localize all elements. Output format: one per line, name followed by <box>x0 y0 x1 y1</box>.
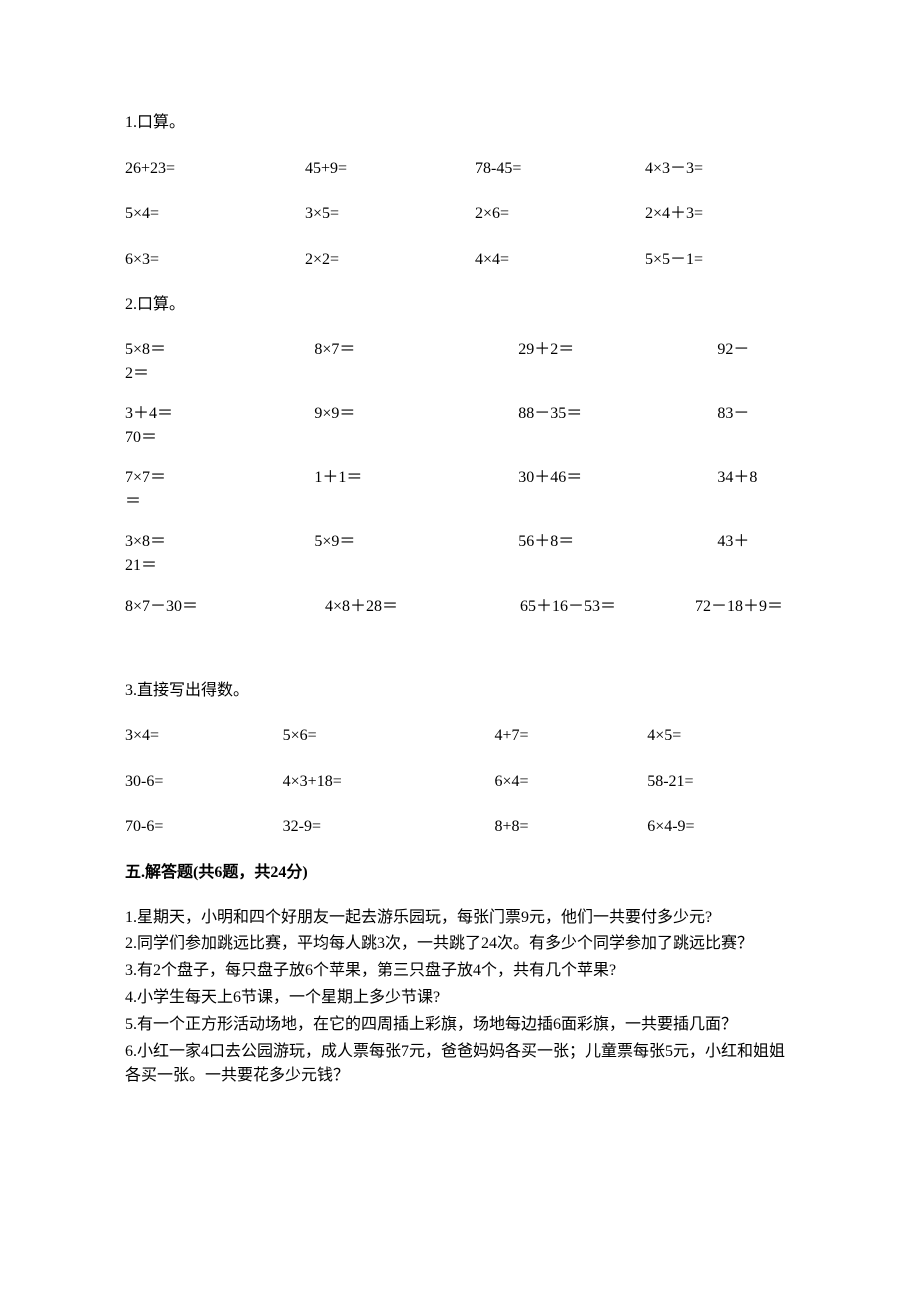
section5-title: 五.解答题(共6题，共24分) <box>125 860 795 886</box>
calc-cell: 56＋8＝ <box>518 530 717 554</box>
word-problem-6: 6.小红一家4口去公园游玩，成人票每张7元，爸爸妈妈各买一张；儿童票每张5元，小… <box>125 1040 795 1090</box>
calc-cell: 5×4= <box>125 201 305 227</box>
calc-cell: 29＋2＝ <box>518 338 717 362</box>
calc-cell: 3＋4＝ <box>125 402 314 426</box>
calc-cell: 3×4= <box>125 723 283 749</box>
calc-cell: 3×8＝ <box>125 530 314 554</box>
calc-cell: 72－18＋9＝ <box>695 594 815 620</box>
calc-cell: 4×5= <box>647 723 795 749</box>
calc-cell-wrap: 21＝ <box>125 554 795 578</box>
calc-cell: 30＋46＝ <box>518 466 717 490</box>
calc-cell: 92－ <box>717 338 795 362</box>
calc-cell: 34＋8 <box>717 466 795 490</box>
calc-cell: 4+7= <box>494 723 647 749</box>
word-problem-4: 4.小学生每天上6节课，一个星期上多少节课? <box>125 986 795 1011</box>
calc-cell: 45+9= <box>305 156 475 182</box>
section1-row-2: 6×3= 2×2= 4×4= 5×5－1= <box>125 247 795 273</box>
section2-last-row: 8×7－30＝ 4×8＋28＝ 65＋16－53＝ 72－18＋9＝ <box>125 594 795 620</box>
calc-cell: 4×8＋28＝ <box>325 594 520 620</box>
section3-row-1: 30-6= 4×3+18= 6×4= 58-21= <box>125 769 795 795</box>
calc-cell: 32-9= <box>283 814 495 840</box>
calc-cell: 26+23= <box>125 156 305 182</box>
calc-cell: 8+8= <box>494 814 647 840</box>
calc-cell: 30-6= <box>125 769 283 795</box>
calc-cell: 58-21= <box>647 769 795 795</box>
section3-row-0: 3×4= 5×6= 4+7= 4×5= <box>125 723 795 749</box>
section2-row-2: 7×7＝ 1＋1＝ 30＋46＝ 34＋8 ＝ <box>125 466 795 514</box>
section1-title: 1.口算。 <box>125 110 795 136</box>
calc-cell-wrap: 2＝ <box>125 362 795 386</box>
section3-row-2: 70-6= 32-9= 8+8= 6×4-9= <box>125 814 795 840</box>
calc-cell: 2×6= <box>475 201 645 227</box>
calc-cell-wrap: 70＝ <box>125 426 795 450</box>
section2-title: 2.口算。 <box>125 292 795 318</box>
calc-cell: 6×4= <box>494 769 647 795</box>
calc-cell: 2×4＋3= <box>645 201 805 227</box>
calc-cell: 88－35＝ <box>518 402 717 426</box>
calc-cell: 8×7＝ <box>314 338 518 362</box>
calc-cell: 3×5= <box>305 201 475 227</box>
word-problem-3: 3.有2个盘子，每只盘子放6个苹果，第三只盘子放4个，共有几个苹果? <box>125 959 795 984</box>
calc-cell: 1＋1＝ <box>314 466 518 490</box>
section2-row-1: 3＋4＝ 9×9＝ 88－35＝ 83－ 70＝ <box>125 402 795 450</box>
section1-row-0: 26+23= 45+9= 78-45= 4×3－3= <box>125 156 795 182</box>
calc-cell: 2×2= <box>305 247 475 273</box>
calc-cell: 43＋ <box>717 530 795 554</box>
calc-cell: 4×4= <box>475 247 645 273</box>
calc-cell: 5×6= <box>283 723 495 749</box>
calc-cell: 7×7＝ <box>125 466 314 490</box>
calc-cell: 9×9＝ <box>314 402 518 426</box>
section1-row-1: 5×4= 3×5= 2×6= 2×4＋3= <box>125 201 795 227</box>
calc-cell: 83－ <box>717 402 795 426</box>
calc-cell: 6×4-9= <box>647 814 795 840</box>
calc-cell: 65＋16－53＝ <box>520 594 695 620</box>
calc-cell: 5×8＝ <box>125 338 314 362</box>
calc-cell: 70-6= <box>125 814 283 840</box>
word-problem-1: 1.星期天，小明和四个好朋友一起去游乐园玩，每张门票9元，他们一共要付多少元? <box>125 906 795 931</box>
calc-cell: 4×3－3= <box>645 156 805 182</box>
calc-cell: 5×5－1= <box>645 247 805 273</box>
calc-cell: 6×3= <box>125 247 305 273</box>
word-problem-5: 5.有一个正方形活动场地，在它的四周插上彩旗，场地每边插6面彩旗，一共要插几面？ <box>125 1013 795 1038</box>
calc-cell: 5×9＝ <box>314 530 518 554</box>
section2-row-0: 5×8＝ 8×7＝ 29＋2＝ 92－ 2＝ <box>125 338 795 386</box>
word-problem-2: 2.同学们参加跳远比赛，平均每人跳3次，一共跳了24次。有多少个同学参加了跳远比… <box>125 932 795 957</box>
calc-cell-wrap: ＝ <box>125 490 795 514</box>
calc-cell: 78-45= <box>475 156 645 182</box>
calc-cell: 8×7－30＝ <box>125 594 325 620</box>
calc-cell: 4×3+18= <box>283 769 495 795</box>
section2-row-3: 3×8＝ 5×9＝ 56＋8＝ 43＋ 21＝ <box>125 530 795 578</box>
section3-title: 3.直接写出得数。 <box>125 678 795 704</box>
